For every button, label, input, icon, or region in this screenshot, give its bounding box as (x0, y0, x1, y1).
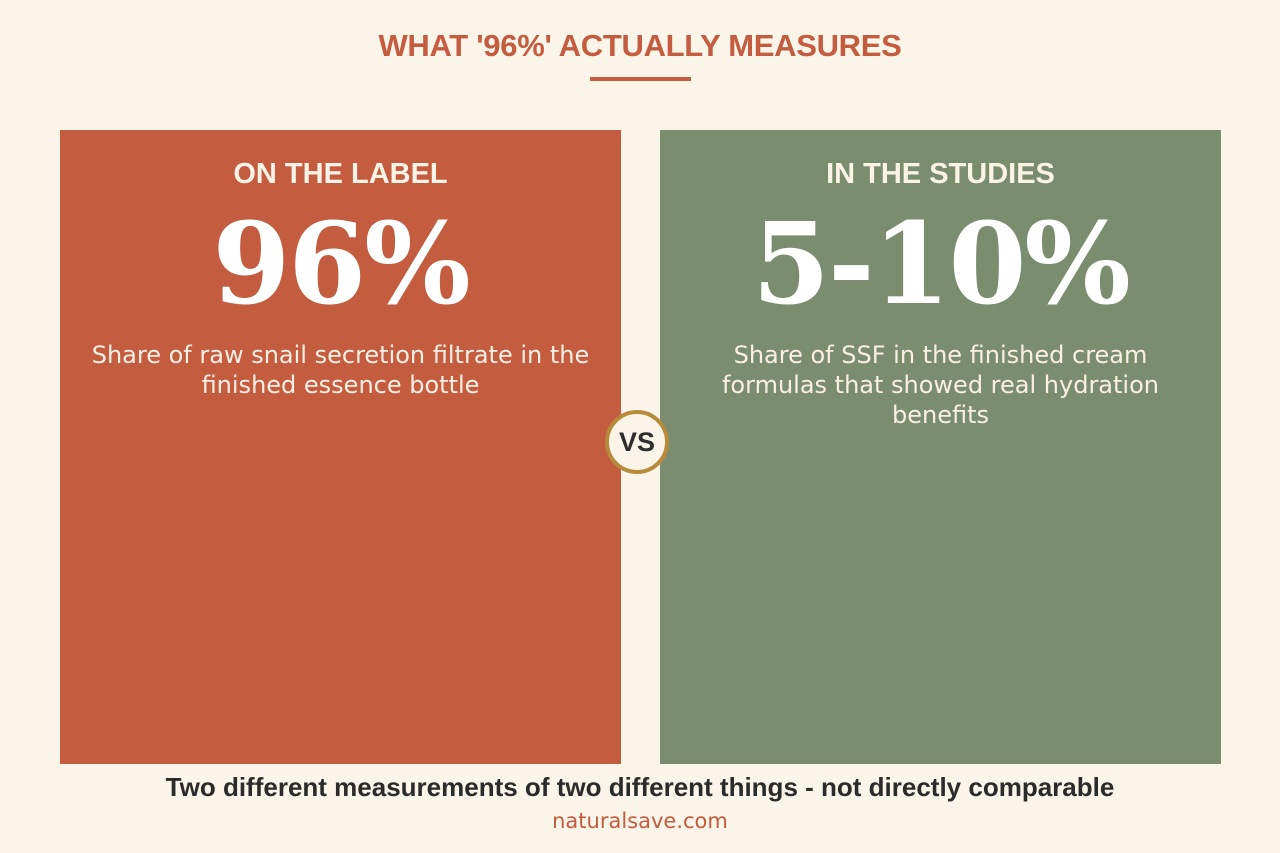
footer-site: naturalsave.com (552, 809, 728, 833)
studies-panel-value: 5-10% (752, 199, 1131, 330)
label-panel-heading: ON THE LABEL (233, 158, 448, 190)
studies-panel-heading: IN THE STUDIES (826, 158, 1055, 190)
studies-panel: IN THE STUDIES 5-10% Share of SSF in the… (660, 130, 1221, 764)
studies-panel-description: Share of SSF in the finished cream formu… (721, 341, 1159, 429)
label-panel-description: Share of raw snail secretion filtrate in… (91, 341, 590, 399)
label-panel: ON THE LABEL 96% Share of raw snail secr… (60, 130, 621, 764)
vs-badge: VS (605, 410, 669, 474)
vs-badge-label: VS (618, 426, 656, 457)
page-title: WHAT '96%' ACTUALLY MEASURES (378, 28, 902, 63)
footer-note: Two different measurements of two differ… (165, 772, 1115, 802)
title-underline (590, 77, 691, 81)
label-panel-value: 96% (212, 199, 470, 330)
